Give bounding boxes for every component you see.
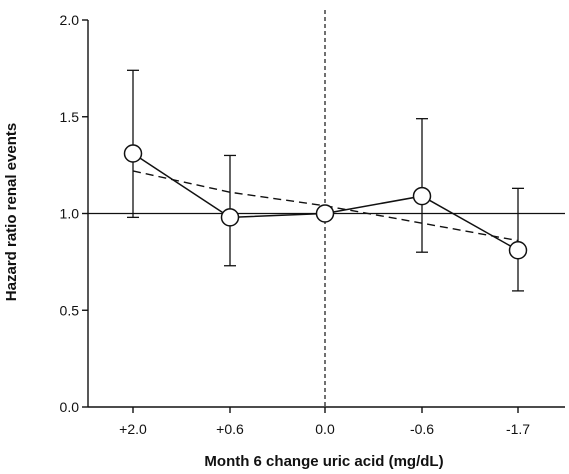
data-point — [412, 186, 432, 206]
y-tick-label: 1.5 — [60, 109, 80, 125]
y-tick-label: 0.0 — [60, 399, 80, 415]
data-point — [220, 208, 240, 227]
y-tick-label: 0.5 — [60, 302, 80, 318]
y-tick-label: 1.0 — [60, 206, 80, 222]
x-tick-label: 0.0 — [315, 421, 335, 437]
data-point — [123, 144, 143, 163]
x-tick-label: +2.0 — [119, 421, 147, 437]
plot-area: 0.0 0.5 1.0 1.5 2.0 +2.0 +0.6 0.0 -0.6 -1.7 — [60, 10, 565, 437]
x-tick-label: -0.6 — [410, 421, 434, 437]
x-tick-label: -1.7 — [506, 421, 530, 437]
data-point — [315, 204, 335, 223]
x-tick-label: +0.6 — [216, 421, 244, 437]
y-axis-title: Hazard ratio renal events — [3, 123, 20, 301]
data-point — [508, 241, 528, 260]
x-axis-title: Month 6 change uric acid (mg/dL) — [204, 453, 443, 470]
y-tick-label: 2.0 — [60, 12, 80, 28]
